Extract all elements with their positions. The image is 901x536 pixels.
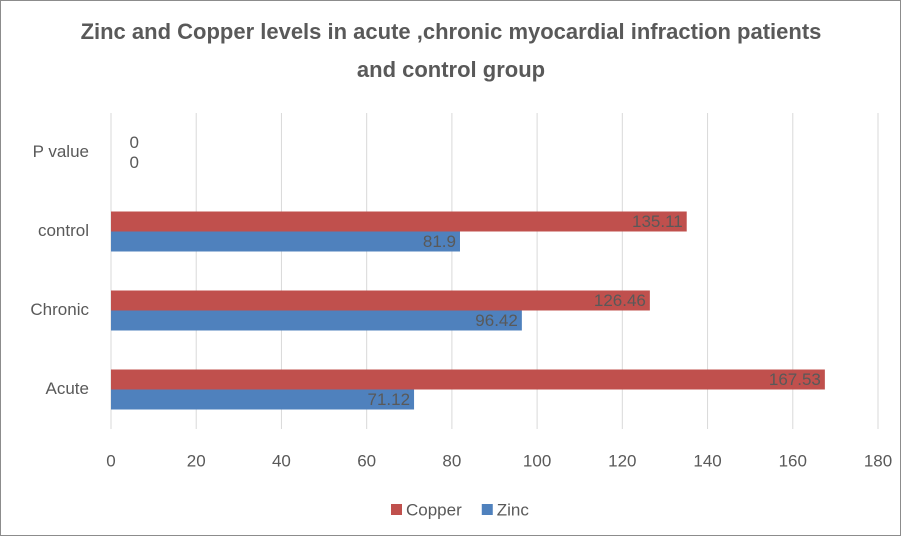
bar	[111, 211, 687, 232]
legend-swatch	[481, 504, 493, 515]
data-label: 135.11	[632, 212, 683, 231]
x-tick-label: 40	[272, 451, 291, 470]
x-tick-label: 0	[106, 451, 115, 470]
y-tick-label: P value	[33, 142, 89, 161]
legend-swatch	[391, 504, 402, 515]
y-tick-label: control	[38, 221, 89, 240]
bar	[111, 290, 650, 311]
data-label: 0	[130, 133, 139, 152]
legend-label: Copper	[406, 500, 462, 519]
bar	[111, 389, 415, 410]
x-tick-label: 60	[357, 451, 376, 470]
data-label: 0	[130, 153, 139, 172]
x-tick-label: 140	[693, 451, 721, 470]
data-label: 126.46	[594, 291, 646, 310]
bar	[111, 310, 522, 331]
data-label: 71.12	[368, 390, 411, 409]
data-label: 96.42	[475, 311, 518, 330]
x-tick-label: 180	[864, 451, 892, 470]
bar	[111, 231, 460, 252]
data-label: 81.9	[423, 232, 456, 251]
y-tick-label: Acute	[46, 379, 89, 398]
legend-label: Zinc	[497, 500, 530, 519]
x-tick-label: 80	[442, 451, 461, 470]
data-label: 167.53	[769, 370, 821, 389]
x-tick-label: 20	[187, 451, 206, 470]
x-tick-label: 100	[523, 451, 551, 470]
x-tick-label: 160	[779, 451, 807, 470]
chart-title: Zinc and Copper levels in acute ,chronic…	[80, 19, 822, 82]
x-tick-label: 120	[608, 451, 636, 470]
bar	[111, 369, 825, 390]
y-tick-label: Chronic	[30, 300, 89, 319]
